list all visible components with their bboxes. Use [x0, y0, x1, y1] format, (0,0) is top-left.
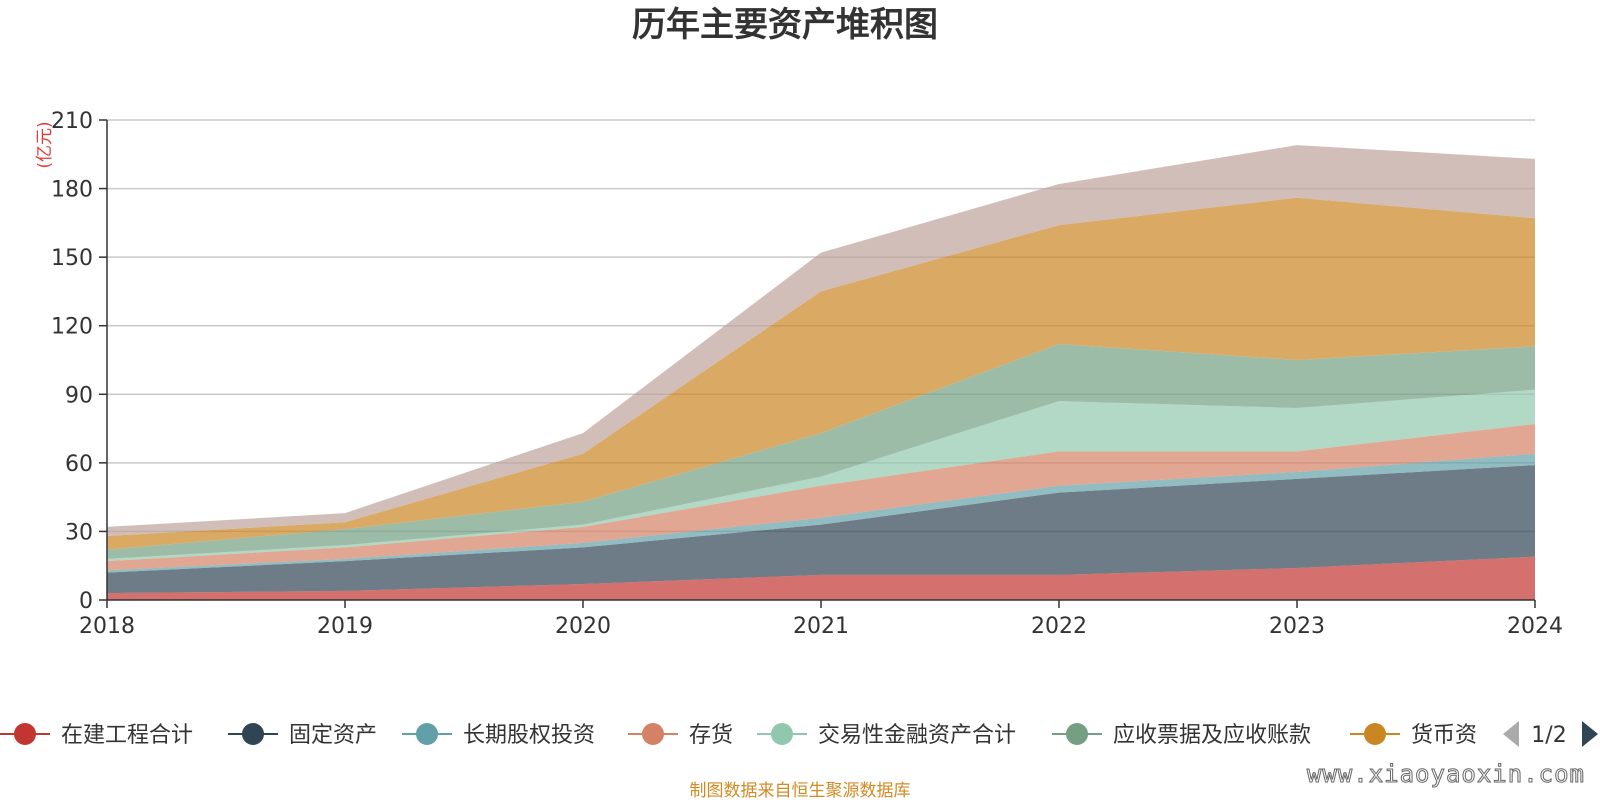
- y-axis-unit-label: (亿元): [35, 121, 55, 168]
- legend-marker-icon: [14, 723, 36, 745]
- legend-next-arrow-icon[interactable]: [1582, 721, 1598, 747]
- x-tick-label: 2022: [1031, 614, 1087, 639]
- legend-marker-icon: [416, 723, 438, 745]
- y-tick-label: 30: [65, 520, 93, 545]
- area-series-group: [107, 145, 1535, 600]
- legend-marker-icon: [642, 723, 664, 745]
- axes: 0 30 60 90 120 150 180 210 2018 2019 2020 2021 2022 2…: [51, 109, 1563, 639]
- area-series-应收票据及应收账款[interactable]: [107, 344, 1535, 559]
- legend-marker-icon: [771, 723, 793, 745]
- legend-item[interactable]: 固定资产: [228, 723, 377, 748]
- y-tick-label: 0: [79, 589, 93, 614]
- legend-page-indicator: 1/2: [1531, 723, 1566, 748]
- x-tick-label: 2018: [79, 614, 135, 639]
- legend-marker-icon: [1364, 723, 1386, 745]
- legend-marker-icon: [242, 723, 264, 745]
- watermark-text: www.xiaoyaoxin.com: [1307, 760, 1585, 788]
- legend-label: 交易性金融资产合计: [818, 723, 1016, 748]
- area-series-存货[interactable]: [107, 424, 1535, 571]
- legend-item[interactable]: 存货: [628, 723, 733, 748]
- x-tick-label: 2023: [1269, 614, 1325, 639]
- area-series-其他[interactable]: [107, 145, 1535, 536]
- x-tick-label: 2019: [317, 614, 373, 639]
- area-series-交易性金融资产合计[interactable]: [107, 389, 1535, 562]
- chart-title: 历年主要资产堆积图: [632, 5, 938, 45]
- legend-prev-arrow-icon[interactable]: [1503, 721, 1519, 747]
- legend-item[interactable]: 在建工程合计: [0, 723, 193, 748]
- y-tick-label: 150: [51, 246, 93, 271]
- x-tick-label: 2021: [793, 614, 849, 639]
- x-tick-label: 2024: [1507, 614, 1563, 639]
- legend[interactable]: 在建工程合计 固定资产 长期股权投资 存货 交易性金融资产合计 应收票据及应收账款 货币资: [0, 723, 1477, 748]
- y-tick-label: 60: [65, 452, 93, 477]
- legend-label: 在建工程合计: [61, 723, 193, 748]
- legend-label: 长期股权投资: [463, 723, 595, 748]
- x-tick-label: 2020: [555, 614, 611, 639]
- legend-label: 货币资: [1411, 723, 1477, 748]
- legend-pager: 1/2: [1503, 721, 1598, 748]
- legend-label: 固定资产: [289, 723, 377, 748]
- legend-item[interactable]: 长期股权投资: [402, 723, 595, 748]
- area-series-在建工程合计[interactable]: [107, 556, 1535, 600]
- area-series-货币资金[interactable]: [107, 197, 1535, 550]
- y-tick-label: 120: [51, 315, 93, 340]
- area-series-固定资产[interactable]: [107, 465, 1535, 594]
- area-series-长期股权投资[interactable]: [107, 453, 1535, 573]
- source-note: 制图数据来自恒生聚源数据库: [690, 781, 911, 800]
- y-tick-label: 210: [51, 109, 93, 134]
- legend-item[interactable]: 货币资: [1350, 723, 1477, 748]
- legend-item[interactable]: 应收票据及应收账款: [1052, 723, 1311, 748]
- y-tick-label: 180: [51, 178, 93, 203]
- legend-label: 应收票据及应收账款: [1113, 723, 1311, 748]
- legend-label: 存货: [689, 723, 733, 748]
- legend-item[interactable]: 交易性金融资产合计: [757, 723, 1016, 748]
- legend-marker-icon: [1066, 723, 1088, 745]
- y-tick-label: 90: [65, 383, 93, 408]
